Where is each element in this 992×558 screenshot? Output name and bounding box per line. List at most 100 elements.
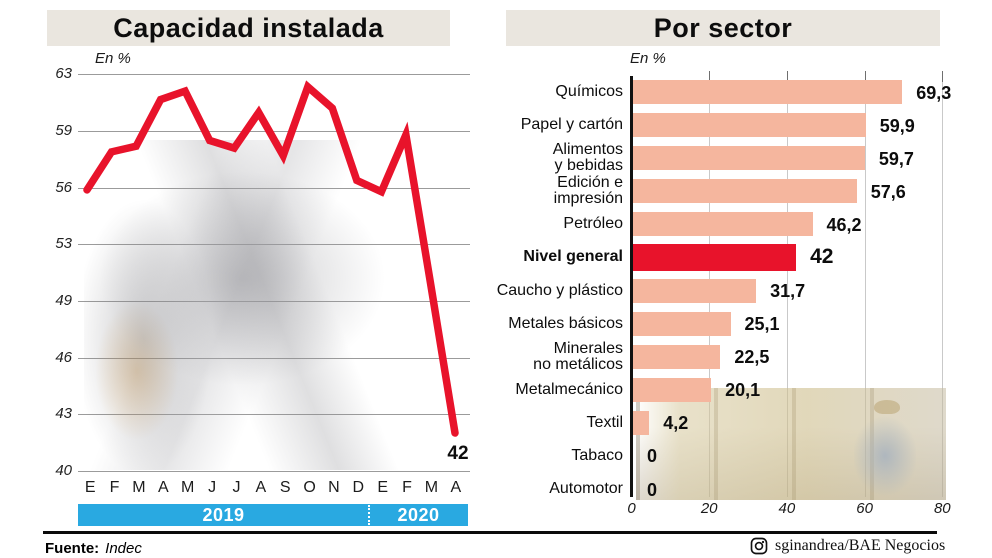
- month-label: N: [328, 479, 340, 496]
- line-chart-unit-label: En %: [95, 50, 131, 67]
- month-label: J: [232, 479, 241, 496]
- month-label: J: [208, 479, 217, 496]
- x-tick-label: 0: [627, 500, 636, 517]
- month-label: E: [84, 479, 96, 496]
- y-tick-label: 43: [55, 405, 72, 422]
- bar-row-6: Caucho y plástico 31,7: [496, 274, 992, 307]
- capacity-line-series: [83, 80, 459, 437]
- x-tick-label: 40: [778, 500, 796, 517]
- bar: [633, 179, 857, 204]
- factory-background-photo: [84, 140, 414, 470]
- y-tick-label: 46: [55, 349, 72, 366]
- bar-value-label: 59,9: [879, 115, 915, 136]
- bar-row-4: Petróleo 46,2: [496, 208, 992, 241]
- year-label-2020: 2020: [397, 504, 440, 525]
- bar-chart-title: Por sector: [653, 12, 793, 43]
- month-label: O: [303, 479, 316, 496]
- bar-value-label: 42: [810, 244, 834, 268]
- y-tick-label: 40: [55, 462, 72, 479]
- month-label: E: [377, 479, 389, 496]
- bar-value-label: 31,7: [770, 281, 806, 301]
- bar: [633, 410, 650, 435]
- bar-label: Petróleo: [563, 215, 623, 233]
- tobacco-worker-cap: [874, 400, 900, 414]
- bar: [633, 344, 721, 369]
- month-label: F: [402, 479, 412, 496]
- bar-label: Químicos: [555, 83, 623, 100]
- bar: [633, 278, 757, 303]
- credit-text: sginandrea/BAE Negocios: [775, 537, 946, 554]
- bar: [633, 113, 866, 138]
- month-label: M: [181, 479, 195, 496]
- month-label: M: [132, 479, 146, 496]
- bar-label: Automotor: [549, 480, 623, 497]
- x-axis-tick: [864, 71, 866, 82]
- y-tick-label: 59: [55, 122, 72, 139]
- y-tick-label: 53: [55, 235, 72, 252]
- bar-label: Textil: [586, 413, 623, 431]
- x-tick-label: 60: [856, 500, 873, 517]
- bar-row-7: Metales básicos 25,1: [496, 307, 992, 340]
- bar-label: Edición e impresión: [553, 174, 623, 208]
- tobacco-worker-figure: [854, 402, 916, 500]
- y-tick-label: 56: [55, 179, 72, 196]
- bar-value-label: 25,1: [744, 314, 780, 335]
- bar-label: Minerales no metálicos: [533, 339, 623, 373]
- month-label: M: [424, 479, 439, 496]
- bar-row-5: Nivel general 42: [496, 241, 992, 274]
- line-chart-title-band: Capacidad instalada: [47, 10, 450, 46]
- month-label: A: [255, 479, 267, 496]
- footer-divider: [43, 531, 937, 534]
- month-label: D: [352, 479, 365, 496]
- bar-value-label: 22,5: [734, 347, 770, 368]
- month-label: S: [279, 479, 291, 496]
- bar: [633, 377, 712, 402]
- year-label-2019: 2019: [202, 504, 245, 525]
- bar-value-label: 20,1: [725, 380, 761, 401]
- bar-row-3: Edición e impresión 57,6: [496, 175, 992, 208]
- y-gridline: [78, 471, 470, 472]
- x-axis-tick: [786, 71, 788, 82]
- source-label: Fuente:: [45, 540, 100, 557]
- y-tick-label: 63: [55, 65, 72, 82]
- x-gridline: [786, 76, 788, 497]
- bar-nivel-general: [633, 243, 797, 271]
- bar-chart-axis-line: [630, 76, 633, 497]
- month-label: A: [157, 479, 169, 496]
- line-end-value-label: 42: [447, 443, 469, 464]
- bar-row-8: Minerales no metálicos 22,5: [496, 340, 992, 373]
- bar-value-label: 46,2: [826, 214, 862, 235]
- bar: [633, 80, 903, 104]
- bar-value-label: 69,3: [916, 82, 952, 103]
- bar: [633, 311, 731, 336]
- bar-chart-panel: Por sector En % 0 20 40 60 80 Químicos 69,3 Pa…: [496, 0, 992, 558]
- source-value: Indec: [105, 540, 142, 557]
- month-label: A: [450, 479, 462, 496]
- credit-group: sginandrea/BAE Negocios: [750, 537, 945, 555]
- bar-value-label: 59,7: [878, 148, 914, 169]
- bar-row-2: Alimentos y bebidas 59,7: [496, 142, 992, 175]
- bar-value-label: 0: [647, 479, 658, 500]
- x-tick-label: 80: [933, 500, 951, 517]
- y-gridline: [78, 74, 470, 75]
- month-label: F: [109, 479, 120, 496]
- bar-label: Metales básicos: [508, 314, 623, 332]
- bar-chart-unit-label: En %: [630, 50, 666, 67]
- bar-chart-title-band: Por sector: [506, 10, 940, 46]
- x-gridline: [942, 76, 944, 497]
- bar-value-label: 57,6: [870, 181, 906, 202]
- bar-label: Metalmecánico: [515, 380, 623, 398]
- y-gridline: [78, 131, 470, 132]
- bar: [633, 146, 865, 171]
- instagram-icon: [750, 537, 768, 555]
- bar-label: Tabaco: [571, 446, 623, 464]
- bar-label: Nivel general: [523, 248, 623, 266]
- y-tick-label: 49: [55, 292, 72, 309]
- x-gridline: [864, 76, 866, 497]
- x-axis-tick: [709, 71, 711, 82]
- bar-row-0: Químicos 69,3: [496, 76, 992, 109]
- bar-row-1: Papel y cartón 59,9: [496, 109, 992, 142]
- bar-value-label: 0: [647, 446, 658, 467]
